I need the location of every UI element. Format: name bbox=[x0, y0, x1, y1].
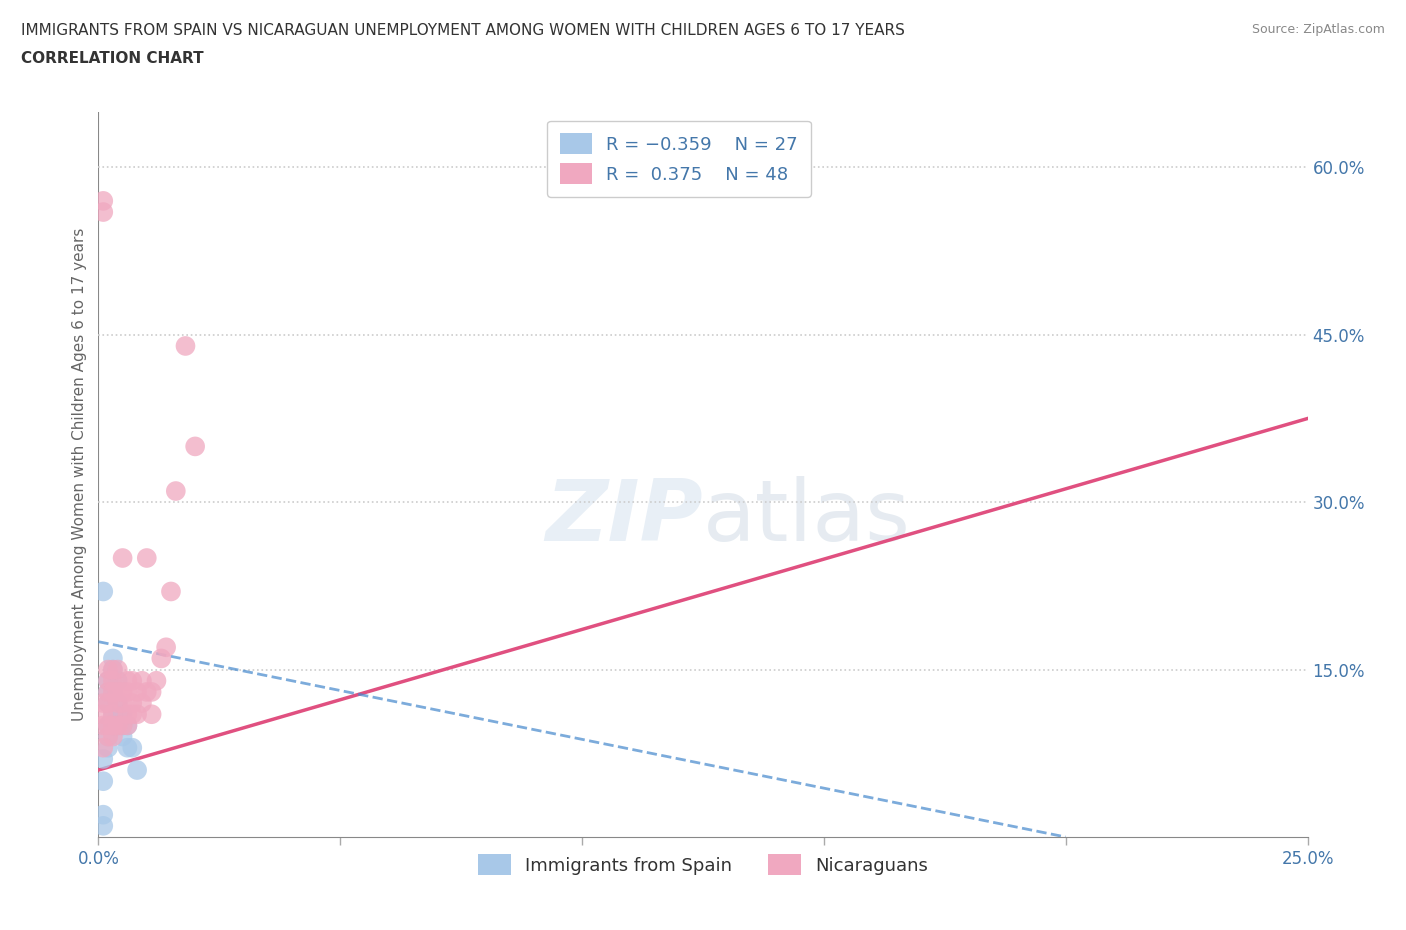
Point bbox=[91, 584, 114, 599]
Point bbox=[111, 684, 134, 699]
Point bbox=[97, 718, 120, 733]
Point bbox=[97, 740, 120, 755]
Point bbox=[155, 640, 177, 655]
Point bbox=[121, 707, 143, 722]
Point bbox=[145, 673, 167, 688]
Point bbox=[117, 673, 139, 688]
Text: atlas: atlas bbox=[703, 476, 911, 559]
Point bbox=[111, 718, 134, 733]
Y-axis label: Unemployment Among Women with Children Ages 6 to 17 years: Unemployment Among Women with Children A… bbox=[72, 228, 87, 721]
Point bbox=[91, 696, 114, 711]
Point bbox=[111, 551, 134, 565]
Point bbox=[91, 707, 114, 722]
Point bbox=[91, 740, 114, 755]
Point bbox=[101, 729, 124, 744]
Point bbox=[121, 740, 143, 755]
Point bbox=[97, 662, 120, 677]
Text: Source: ZipAtlas.com: Source: ZipAtlas.com bbox=[1251, 23, 1385, 36]
Point bbox=[127, 763, 149, 777]
Text: IMMIGRANTS FROM SPAIN VS NICARAGUAN UNEMPLOYMENT AMONG WOMEN WITH CHILDREN AGES : IMMIGRANTS FROM SPAIN VS NICARAGUAN UNEM… bbox=[21, 23, 905, 38]
Point bbox=[97, 696, 120, 711]
Point bbox=[107, 684, 129, 699]
Point bbox=[111, 729, 134, 744]
Point bbox=[165, 484, 187, 498]
Point bbox=[91, 818, 114, 833]
Point bbox=[127, 707, 149, 722]
Point bbox=[141, 684, 163, 699]
Point bbox=[107, 718, 129, 733]
Point bbox=[91, 751, 114, 766]
Point bbox=[97, 729, 120, 744]
Point bbox=[97, 729, 120, 744]
Legend: Immigrants from Spain, Nicaraguans: Immigrants from Spain, Nicaraguans bbox=[467, 844, 939, 886]
Point bbox=[107, 673, 129, 688]
Point bbox=[107, 718, 129, 733]
Point bbox=[97, 696, 120, 711]
Text: CORRELATION CHART: CORRELATION CHART bbox=[21, 51, 204, 66]
Point bbox=[111, 707, 134, 722]
Point bbox=[101, 673, 124, 688]
Point bbox=[101, 718, 124, 733]
Point bbox=[141, 707, 163, 722]
Point bbox=[127, 684, 149, 699]
Point bbox=[184, 439, 207, 454]
Point bbox=[117, 707, 139, 722]
Point bbox=[107, 707, 129, 722]
Point bbox=[97, 673, 120, 688]
Point bbox=[117, 718, 139, 733]
Point bbox=[117, 718, 139, 733]
Point bbox=[111, 718, 134, 733]
Point bbox=[101, 662, 124, 677]
Point bbox=[107, 696, 129, 711]
Point bbox=[91, 205, 114, 219]
Point bbox=[97, 684, 120, 699]
Point bbox=[121, 696, 143, 711]
Point bbox=[91, 193, 114, 208]
Point bbox=[91, 807, 114, 822]
Point bbox=[107, 662, 129, 677]
Point bbox=[101, 707, 124, 722]
Point bbox=[101, 707, 124, 722]
Point bbox=[117, 684, 139, 699]
Point bbox=[91, 774, 114, 789]
Point bbox=[91, 718, 114, 733]
Point bbox=[135, 684, 157, 699]
Point bbox=[111, 696, 134, 711]
Point bbox=[101, 684, 124, 699]
Point bbox=[101, 718, 124, 733]
Point bbox=[101, 662, 124, 677]
Point bbox=[97, 718, 120, 733]
Point bbox=[107, 696, 129, 711]
Point bbox=[131, 696, 153, 711]
Point bbox=[97, 673, 120, 688]
Point bbox=[101, 651, 124, 666]
Point bbox=[174, 339, 197, 353]
Point bbox=[135, 551, 157, 565]
Point bbox=[160, 584, 183, 599]
Point bbox=[101, 684, 124, 699]
Text: ZIP: ZIP bbox=[546, 476, 703, 559]
Point bbox=[150, 651, 173, 666]
Point bbox=[121, 673, 143, 688]
Point bbox=[97, 684, 120, 699]
Point bbox=[117, 740, 139, 755]
Point bbox=[131, 673, 153, 688]
